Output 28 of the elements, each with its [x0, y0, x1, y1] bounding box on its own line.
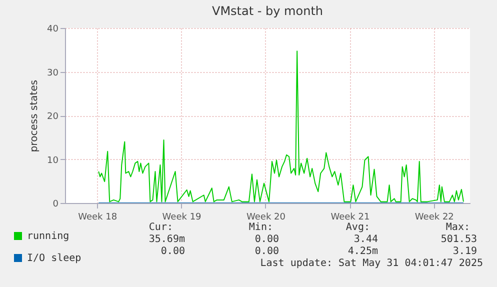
x-tick-label: Week 22: [414, 212, 454, 222]
x-tick-label: Week 19: [162, 212, 202, 222]
text: 3.44: [354, 234, 378, 245]
y-axis-title: process states: [29, 80, 40, 152]
x-tick-label: Week 20: [246, 212, 286, 222]
y-tick-label: 0: [52, 200, 59, 210]
line-series: [98, 50, 464, 202]
text: 0.00: [160, 246, 185, 257]
text: Min:: [248, 222, 273, 233]
x-tick-label: Week 18: [78, 212, 118, 222]
text: 35.69m: [148, 234, 185, 245]
legend-label: I/O sleep: [27, 253, 82, 264]
text: 4.25m: [348, 246, 378, 257]
chart-title: VMstat - by month: [212, 4, 324, 18]
y-tick-label: 10: [47, 156, 59, 166]
x-tick-label: Week 21: [330, 212, 370, 222]
text: Last update: Sat May 31 04:01:47 2025: [260, 258, 483, 269]
text: 501.53: [440, 234, 477, 245]
text: 0.00: [254, 234, 279, 245]
text: 3.19: [452, 246, 477, 257]
legend-label: running: [27, 231, 70, 242]
text: Avg:: [346, 222, 370, 233]
text: Cur:: [148, 222, 173, 233]
y-tick-label: 30: [47, 68, 59, 78]
y-tick-label: 20: [47, 112, 59, 122]
y-tick-label: 40: [47, 24, 59, 34]
text: Max:: [446, 222, 470, 233]
text: 0.00: [254, 246, 279, 257]
